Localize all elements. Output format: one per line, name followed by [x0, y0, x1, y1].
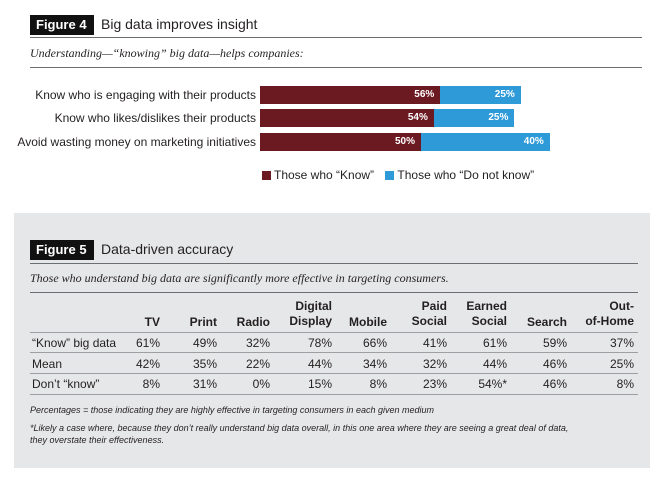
category-label-likes-dislikes: Know who likes/dislikes their products — [54, 111, 256, 125]
column-header-line: of-Home — [585, 314, 634, 328]
figure5-subtitle-rule — [30, 292, 638, 293]
column-header-line: Radio — [236, 315, 270, 329]
figure5-footnote-asterisk-line1: *Likely a case where, because they don’t… — [30, 423, 569, 433]
table-rule — [30, 373, 638, 374]
figure5-footnote-percentages: Percentages = those indicating they are … — [30, 405, 434, 415]
category-label-avoid-wasting: Avoid wasting money on marketing initiat… — [17, 135, 256, 149]
figure4-title-rule — [30, 37, 642, 38]
column-header-out-of-home: Out-of-Home — [585, 299, 634, 329]
data-label-dont-know-engaging: 25% — [494, 89, 515, 100]
table-rule — [30, 352, 638, 353]
figure4-title: Big data improves insight — [101, 16, 258, 32]
cell-dont-know-radio: 0% — [252, 377, 270, 391]
cell-know-big-data-digital-display: 78% — [307, 336, 332, 350]
figure5-subtitle: Those who understand big data are signif… — [30, 271, 449, 285]
figure5-footnote-asterisk-line2: they overstate their effectiveness. — [30, 435, 165, 445]
legend-label-dont-know: Those who “Do not know” — [397, 168, 535, 182]
figure5-title: Data-driven accuracy — [101, 241, 234, 257]
column-header-mobile: Mobile — [349, 315, 387, 330]
legend-swatch-dont-know — [385, 171, 395, 180]
cell-dont-know-digital-display: 15% — [307, 377, 332, 391]
cell-know-big-data-out-of-home: 37% — [609, 336, 634, 350]
column-header-line: Paid — [421, 299, 447, 313]
column-header-earned-social: Earned Social — [466, 299, 507, 329]
cell-dont-know-print: 31% — [192, 377, 217, 391]
cell-mean-radio: 22% — [245, 357, 270, 371]
column-header-line: Social — [471, 314, 507, 328]
column-header-print: Print — [190, 315, 217, 330]
legend-item-know: Those who “Know” — [262, 168, 377, 182]
cell-mean-print: 35% — [192, 357, 217, 371]
column-header-tv: TV — [145, 315, 160, 330]
column-header-line: Mobile — [349, 315, 387, 329]
bar-row-avoid-wasting: Avoid wasting money on marketing initiat… — [0, 133, 663, 151]
column-header-search: Search — [527, 315, 567, 330]
row-label-know-big-data: “Know” big data — [32, 336, 117, 350]
cell-dont-know-earned-social: 54%* — [478, 377, 507, 391]
data-label-know-engaging: 56% — [414, 89, 435, 100]
table-rule — [30, 332, 638, 333]
cell-know-big-data-paid-social: 41% — [422, 336, 447, 350]
column-header-line: Search — [526, 315, 567, 329]
cell-mean-paid-social: 32% — [422, 357, 447, 371]
data-label-know-avoid-wasting: 50% — [394, 136, 415, 147]
column-header-digital-display: Digital Display — [289, 299, 332, 329]
cell-know-big-data-tv: 61% — [135, 336, 160, 350]
column-header-line: TV — [144, 315, 160, 329]
column-header-radio: Radio — [237, 315, 270, 330]
figure5-title-rule — [30, 263, 638, 264]
bar-know-engaging: 56% — [260, 86, 441, 104]
cell-mean-mobile: 34% — [362, 357, 387, 371]
bar-dont-know-engaging: 25% — [440, 86, 521, 104]
cell-dont-know-search: 46% — [542, 377, 567, 391]
category-label-engaging: Know who is engaging with their products — [35, 88, 256, 102]
cell-mean-digital-display: 44% — [307, 357, 332, 371]
figure5-panel: Figure 5 Data-driven accuracy Those who … — [14, 213, 650, 468]
figure5-label: Figure 5 — [30, 240, 94, 260]
column-header-line: Earned — [466, 299, 507, 313]
data-label-dont-know-avoid-wasting: 40% — [523, 136, 544, 147]
row-label-dont-know: Don’t “know” — [32, 377, 100, 391]
cell-mean-out-of-home: 25% — [609, 357, 634, 371]
cell-know-big-data-print: 49% — [192, 336, 217, 350]
cell-mean-tv: 42% — [135, 357, 160, 371]
cell-know-big-data-mobile: 66% — [362, 336, 387, 350]
data-label-know-likes-dislikes: 54% — [407, 112, 428, 123]
figure4-legend: Those who “Know” Those who “Do not know” — [262, 168, 534, 182]
figure4-label: Figure 4 — [30, 15, 94, 35]
bar-dont-know-likes-dislikes: 25% — [433, 109, 515, 127]
cell-know-big-data-search: 59% — [542, 336, 567, 350]
cell-know-big-data-radio: 32% — [245, 336, 270, 350]
bar-know-avoid-wasting: 50% — [260, 133, 421, 151]
column-header-line: Display — [289, 314, 332, 328]
bar-row-engaging: Know who is engaging with their products… — [0, 86, 663, 104]
data-label-dont-know-likes-dislikes: 25% — [488, 112, 509, 123]
column-header-paid-social: Paid Social — [412, 299, 447, 329]
legend-label-know: Those who “Know” — [274, 168, 375, 182]
cell-dont-know-mobile: 8% — [369, 377, 387, 391]
cell-dont-know-out-of-home: 8% — [616, 377, 634, 391]
column-header-line: Out- — [609, 299, 634, 313]
cell-dont-know-tv: 8% — [142, 377, 160, 391]
bar-know-likes-dislikes: 54% — [260, 109, 434, 127]
bar-row-likes-dislikes: Know who likes/dislikes their products 54… — [0, 109, 663, 127]
legend-swatch-know — [262, 171, 271, 180]
cell-mean-search: 46% — [542, 357, 567, 371]
figure4-subtitle: Understanding—“knowing” big data—helps c… — [30, 46, 304, 60]
cell-dont-know-paid-social: 23% — [422, 377, 447, 391]
column-header-line: Social — [411, 314, 447, 328]
bar-dont-know-avoid-wasting: 40% — [421, 133, 550, 151]
legend-item-dont-know: Those who “Do not know” — [385, 168, 534, 182]
row-label-mean: Mean — [32, 357, 63, 371]
cell-mean-earned-social: 44% — [482, 357, 507, 371]
figure4-subtitle-rule — [30, 67, 642, 68]
column-header-line: Digital — [295, 299, 332, 313]
cell-know-big-data-earned-social: 61% — [482, 336, 507, 350]
table-rule — [30, 394, 638, 395]
column-header-line: Print — [189, 315, 217, 329]
